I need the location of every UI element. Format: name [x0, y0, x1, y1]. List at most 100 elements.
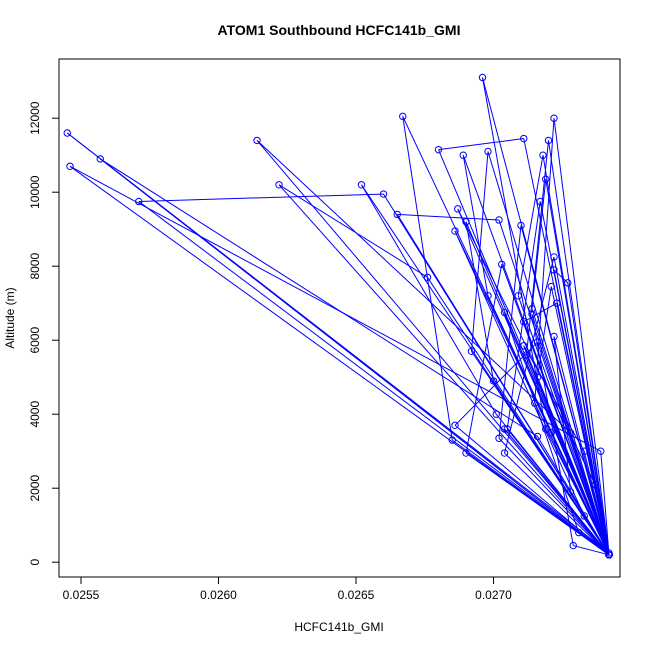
series-segment [493, 380, 610, 556]
series-segment [482, 77, 547, 430]
chart-title: ATOM1 Southbound HCFC141b_GMI [218, 22, 461, 38]
data-point [580, 512, 588, 520]
series-segment [523, 345, 585, 452]
x-tick-label: 0.0260 [200, 588, 237, 602]
data-point [253, 136, 261, 145]
series-segment [138, 193, 384, 202]
series-segment [531, 314, 610, 555]
series-segment [506, 201, 541, 430]
x-tick-label: 0.0265 [338, 588, 375, 602]
series-segment [520, 225, 610, 555]
data-point [591, 480, 599, 489]
data-point [542, 425, 550, 433]
y-axis: 0 2000 4000 6000 8000 10000 12000 [28, 101, 60, 566]
data-point [553, 299, 561, 307]
series-segment [523, 302, 557, 323]
series-segment [570, 491, 610, 556]
data-point [536, 197, 544, 206]
x-axis: 0.0255 0.0260 0.0265 0.0270 [63, 576, 512, 602]
series-segment [402, 116, 453, 441]
series-segment [504, 452, 610, 556]
series-segment [361, 184, 497, 415]
y-tick-label: 12000 [28, 101, 42, 135]
series-segment [487, 151, 610, 555]
data-point [393, 210, 401, 219]
data-point [542, 175, 550, 183]
data-point [454, 205, 462, 213]
series-segment [517, 155, 544, 296]
data-point [379, 190, 388, 198]
data-point [451, 227, 459, 235]
data-point [275, 181, 283, 189]
data-point [550, 114, 558, 122]
series-segment [278, 184, 610, 556]
data-point [533, 338, 542, 346]
data-point [135, 197, 143, 206]
data-point [63, 129, 71, 137]
y-tick-label: 8000 [28, 253, 42, 280]
x-tick-label: 0.0270 [475, 588, 512, 602]
series-segment [498, 225, 522, 439]
series-segment [537, 286, 552, 378]
series-segment [573, 545, 610, 556]
data-point [539, 151, 547, 159]
data-point [498, 260, 506, 269]
series-segment [567, 282, 610, 555]
plot-area [63, 73, 613, 559]
y-tick-label: 4000 [28, 401, 42, 428]
x-tick-label: 0.0255 [63, 588, 100, 602]
series-segment [523, 321, 610, 555]
series-segment [69, 165, 610, 556]
series-segment [498, 437, 610, 556]
series-segment [256, 140, 610, 556]
series-segment [278, 184, 428, 278]
data-point [550, 332, 558, 341]
data-point [528, 305, 536, 313]
series-segment [465, 264, 503, 454]
data-point [96, 155, 104, 163]
series-segment [553, 269, 610, 555]
data-point [503, 425, 511, 433]
y-tick-label: 2000 [28, 475, 42, 502]
series-segment [69, 165, 601, 452]
series-segment [550, 432, 610, 556]
data-point [520, 318, 528, 326]
data-point [550, 266, 558, 274]
y-tick-label: 0 [28, 559, 42, 566]
data-point [492, 410, 500, 418]
data-point [66, 162, 74, 171]
series-segment [553, 336, 610, 555]
data-point [495, 434, 503, 442]
data-point [597, 447, 605, 455]
data-point [550, 253, 558, 261]
data-point [522, 351, 531, 359]
data-point [448, 436, 456, 444]
y-axis-label: Altitude (m) [3, 287, 17, 348]
series-segment [504, 312, 610, 555]
data-point [467, 347, 476, 355]
data-point [528, 310, 536, 318]
data-point [434, 145, 443, 154]
series-segment [556, 303, 610, 555]
data-point [533, 373, 542, 381]
series-segment [138, 201, 610, 556]
data-point [500, 425, 509, 433]
data-point [489, 377, 498, 385]
data-point [500, 308, 509, 317]
series-segment [504, 428, 610, 556]
series-segment [578, 532, 610, 556]
data-point [520, 134, 528, 143]
data-point [500, 449, 509, 457]
data-point [575, 528, 583, 537]
data-point [531, 399, 539, 407]
data-point [484, 147, 492, 156]
data-point [462, 218, 470, 226]
data-point [533, 432, 542, 441]
y-tick-label: 6000 [28, 327, 42, 354]
data-point [517, 221, 525, 230]
data-point [547, 282, 555, 291]
data-point [399, 112, 407, 121]
y-tick-label: 10000 [28, 175, 42, 209]
series-segment [397, 213, 500, 221]
